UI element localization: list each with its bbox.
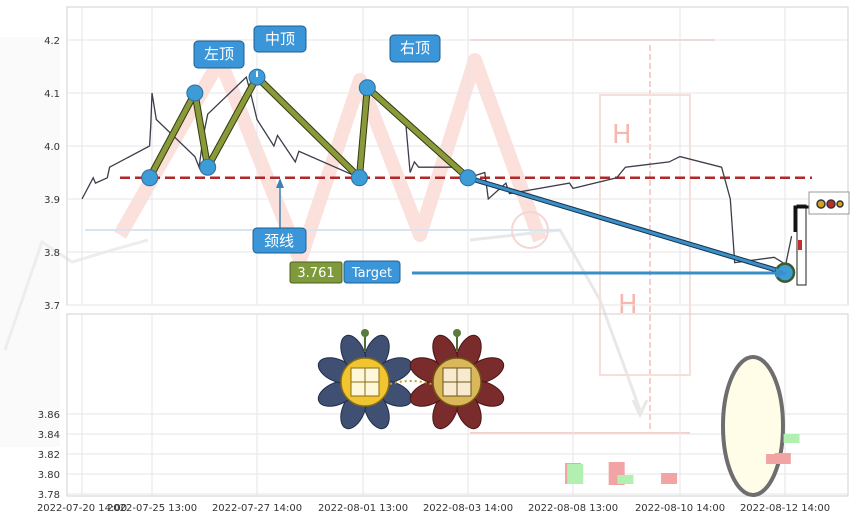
pattern-node: [186, 84, 204, 102]
target-value-box: [289, 261, 343, 284]
label-right-shoulder: 右顶: [389, 34, 441, 63]
flower-emblem-red: [409, 329, 505, 430]
gear-icon-cog-2: [826, 199, 836, 209]
target-value-badge: 3.761: [289, 261, 343, 284]
candle: [661, 473, 678, 484]
label-head-text: 中顶: [265, 30, 295, 48]
x-tick: 2022-07-27 14:00: [212, 503, 302, 514]
candle-y-tick: 3.86: [38, 410, 60, 421]
x-tick: 2022-08-12 14:00: [740, 503, 830, 514]
pattern-node: [358, 79, 376, 97]
target-value-text: 3.761: [297, 266, 334, 281]
candle-y-tick: 3.84: [38, 430, 60, 441]
ghost-arrowhead: [631, 399, 649, 419]
last-candle-frame: [796, 204, 807, 286]
ghost-curve: [3, 238, 149, 351]
highlight-oval: [721, 355, 785, 497]
label-right-shoulder-text: 右顶: [400, 39, 430, 57]
gear-icon-cog-3: [836, 200, 844, 208]
x-tick: 2022-07-25 13:00: [107, 503, 197, 514]
gear-icon-cog-1: [816, 199, 826, 209]
candles: [565, 434, 800, 485]
candle-y-tick: 3.82: [38, 450, 60, 461]
target-label-box: [343, 260, 401, 284]
price-panel-frame: [66, 6, 849, 306]
label-neckline-box: [252, 227, 307, 254]
pattern-node: [459, 169, 477, 187]
left-fade-panel: [0, 37, 60, 447]
last-candle-bracket: [793, 205, 812, 232]
price-y-axis: 3.7 3.8 3.9 4.0 4.1 4.2: [44, 36, 60, 312]
candle-panel: 3.78 3.80 3.82 3.84 3.86: [38, 313, 849, 501]
label-left-shoulder: 左顶: [193, 40, 245, 69]
pattern-node: [199, 158, 217, 176]
price-y-tick: 4.0: [44, 142, 60, 153]
price-y-tick: 3.9: [44, 195, 60, 206]
ghost-circle: [511, 211, 549, 249]
neckline-pointer-head: [276, 178, 284, 188]
emblem-chain: [389, 380, 433, 385]
label-head-box: [253, 25, 307, 53]
label-neckline: 颈线: [252, 227, 307, 254]
label-neckline-text: 颈线: [264, 232, 294, 250]
label-head: 中顶: [253, 25, 307, 53]
candle-y-tick: 3.78: [38, 490, 60, 501]
last-candle-marker: [793, 204, 812, 286]
label-right-shoulder-box: [389, 34, 441, 63]
target-label-text: Target: [351, 266, 392, 281]
price-grid: [67, 7, 848, 306]
label-left-shoulder-text: 左顶: [204, 45, 234, 63]
candle-y-tick: 3.80: [38, 470, 60, 481]
gear-icon[interactable]: [808, 191, 850, 215]
x-tick: 2022-07-20 14:00: [37, 503, 127, 514]
candle-panel-frame: [66, 313, 849, 497]
x-tick: 2022-08-01 13:00: [318, 503, 408, 514]
price-y-tick: 4.1: [44, 89, 60, 100]
candle: [567, 464, 584, 484]
candle: [766, 454, 783, 464]
flower-emblem-red-bud: [453, 329, 461, 337]
ghost-frame: [599, 94, 691, 376]
price-y-tick: 3.8: [44, 248, 60, 259]
price-panel: 3.7 3.8 3.9 4.0 4.1 4.2 左顶 中顶 右顶 颈线 3.7: [44, 6, 850, 312]
ghost-arrow: [469, 228, 642, 411]
label-left-shoulder-box: [193, 40, 245, 69]
candle: [774, 453, 791, 464]
target-label-badge: Target: [343, 260, 401, 284]
x-tick: 2022-08-08 13:00: [528, 503, 618, 514]
pattern-node: [350, 169, 368, 187]
flower-emblem-blue: [317, 329, 413, 430]
pattern-node: [141, 169, 159, 187]
x-tick: 2022-08-10 14:00: [635, 503, 725, 514]
price-y-tick: 3.7: [44, 301, 60, 312]
candle: [783, 434, 800, 443]
projection-line: [467, 176, 786, 275]
last-candle-body: [798, 240, 802, 250]
price-y-tick: 4.2: [44, 36, 60, 47]
candle: [617, 475, 634, 484]
flower-emblem-blue-bud: [361, 329, 369, 337]
target-arrowhead: [776, 268, 787, 278]
x-tick: 2022-08-03 14:00: [423, 503, 513, 514]
candle-y-axis: 3.78 3.80 3.82 3.84 3.86: [38, 410, 60, 501]
watermark-h-top: H: [612, 120, 632, 150]
